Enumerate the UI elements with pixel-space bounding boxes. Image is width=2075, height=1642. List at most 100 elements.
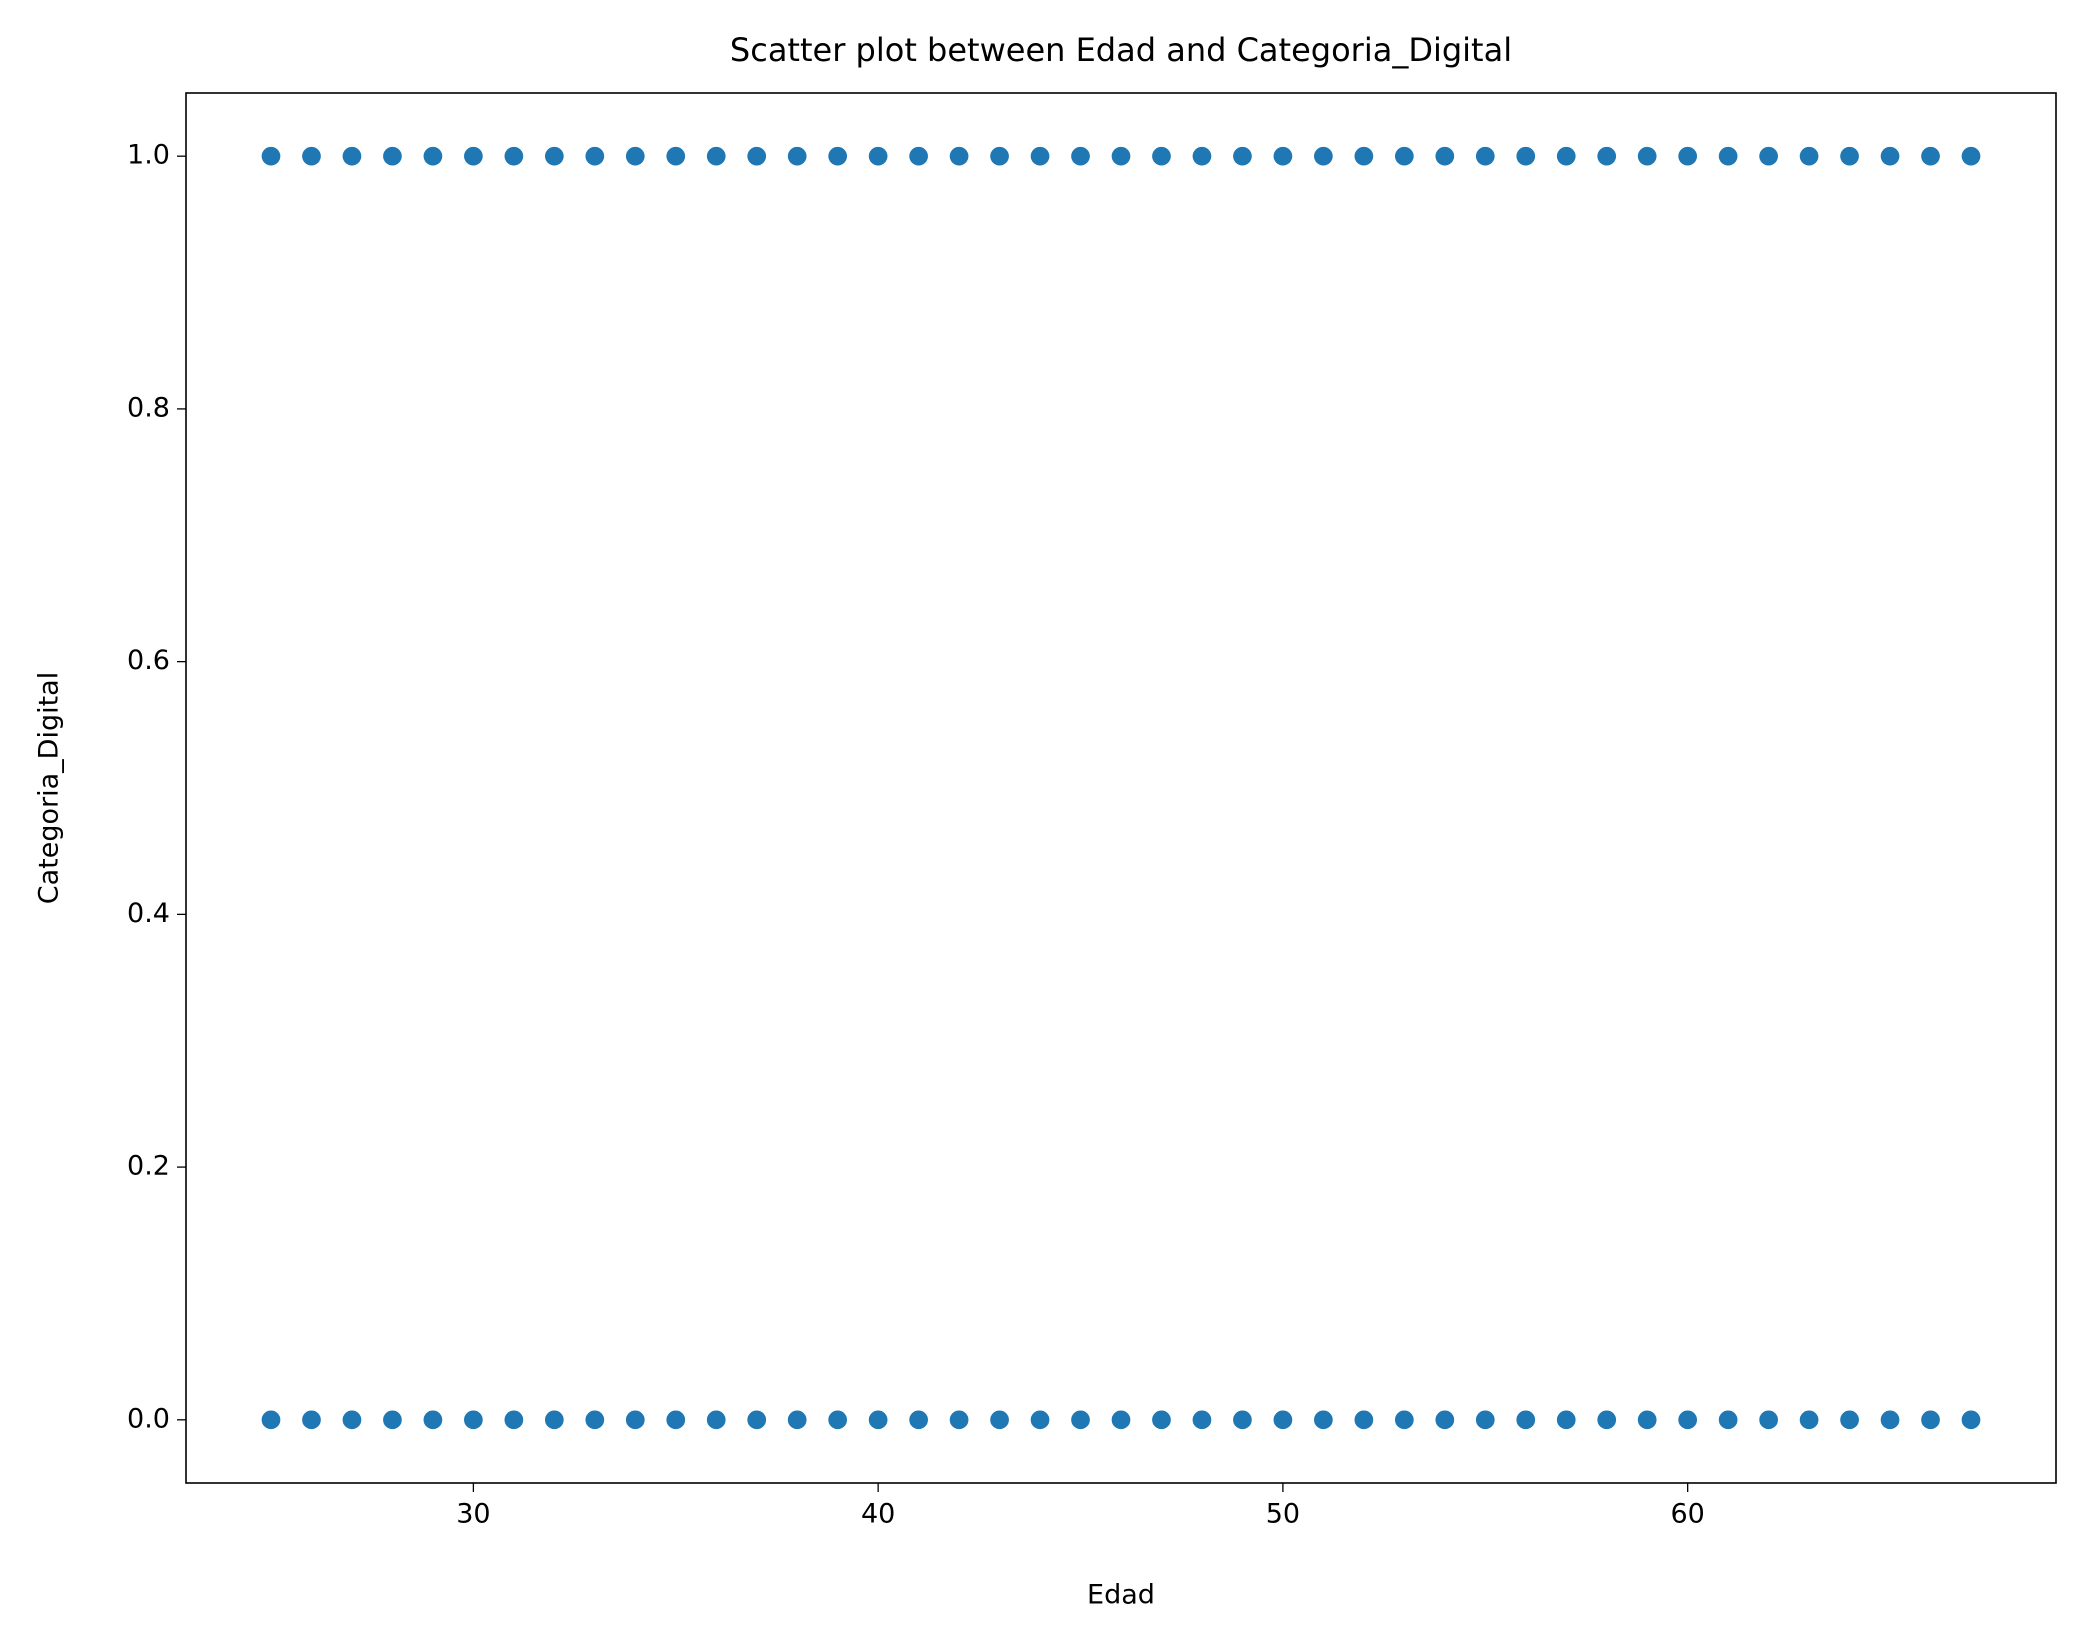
point [907,145,930,167]
point [1393,145,1415,167]
x-tick-label: 60 [1670,1499,1704,1530]
point [1150,1409,1173,1431]
point [1677,1409,1699,1431]
point [1272,145,1294,167]
point [1029,145,1051,167]
point [746,1409,768,1431]
point [462,145,485,167]
point [422,1409,444,1431]
point [1434,145,1456,167]
point [988,1409,1011,1431]
point [1474,1409,1496,1431]
point [867,145,889,167]
point [1353,1409,1375,1431]
point [1191,145,1213,167]
x-tick-label: 50 [1266,1499,1300,1530]
point [1757,145,1780,167]
point [1636,1409,1658,1431]
point [1555,145,1577,167]
y-tick-label: 1.0 [127,140,170,171]
point [300,1409,323,1431]
point [1717,145,1739,167]
point [705,1409,727,1431]
point [665,1409,687,1431]
point [907,1409,930,1431]
point [422,145,444,167]
point [300,145,323,167]
point [462,1409,485,1431]
point [665,145,687,167]
point [341,145,363,167]
point [1879,1409,1901,1431]
y-tick-label: 0.4 [127,898,170,929]
point [1919,1409,1942,1431]
point [1353,145,1375,167]
point [1838,1409,1861,1431]
point [1555,1409,1577,1431]
point [1515,1409,1537,1431]
point [786,1409,808,1431]
point [1150,145,1173,167]
point [341,1409,363,1431]
point [1110,145,1132,167]
point [1515,145,1537,167]
point [1919,145,1942,167]
point [624,145,646,167]
point [827,145,849,167]
point [1474,145,1496,167]
point [988,145,1011,167]
point [1434,1409,1456,1431]
point [584,145,606,167]
point [1636,145,1658,167]
x-tick-label: 40 [861,1499,895,1530]
point [1717,1409,1739,1431]
chart-title: Scatter plot between Edad and Categoria_… [730,31,1512,69]
point [1191,1409,1213,1431]
point [1960,145,1982,167]
point [746,145,768,167]
point [867,1409,889,1431]
x-axis-label: Edad [1087,1580,1155,1611]
point [503,1409,525,1431]
x-tick-label: 30 [456,1499,490,1530]
point [503,145,525,167]
point [1596,145,1618,167]
point [1960,1409,1982,1431]
point [1596,1409,1618,1431]
point [1110,1409,1132,1431]
y-tick-label: 0.0 [127,1403,170,1434]
point [381,145,404,167]
point [1231,145,1254,167]
plot-frame [185,92,2057,1484]
point [260,1409,282,1431]
point [1312,1409,1335,1431]
y-tick-label: 0.2 [127,1151,170,1182]
point [1029,1409,1051,1431]
point [705,145,727,167]
point [1393,1409,1415,1431]
y-axis-label: Categoria_Digital [34,672,65,904]
point [543,1409,565,1431]
point [948,1409,970,1431]
point [584,1409,606,1431]
point [381,1409,404,1431]
point [1879,145,1901,167]
point [1069,145,1092,167]
point [260,145,282,167]
point [1231,1409,1254,1431]
point [1677,145,1699,167]
y-tick-label: 0.8 [127,392,170,423]
point [1798,145,1820,167]
y-tick-label: 0.6 [127,645,170,676]
point [1069,1409,1092,1431]
point [827,1409,849,1431]
point [786,145,808,167]
point [948,145,970,167]
point [624,1409,646,1431]
point [543,145,565,167]
point [1757,1409,1780,1431]
point [1272,1409,1294,1431]
point [1798,1409,1820,1431]
